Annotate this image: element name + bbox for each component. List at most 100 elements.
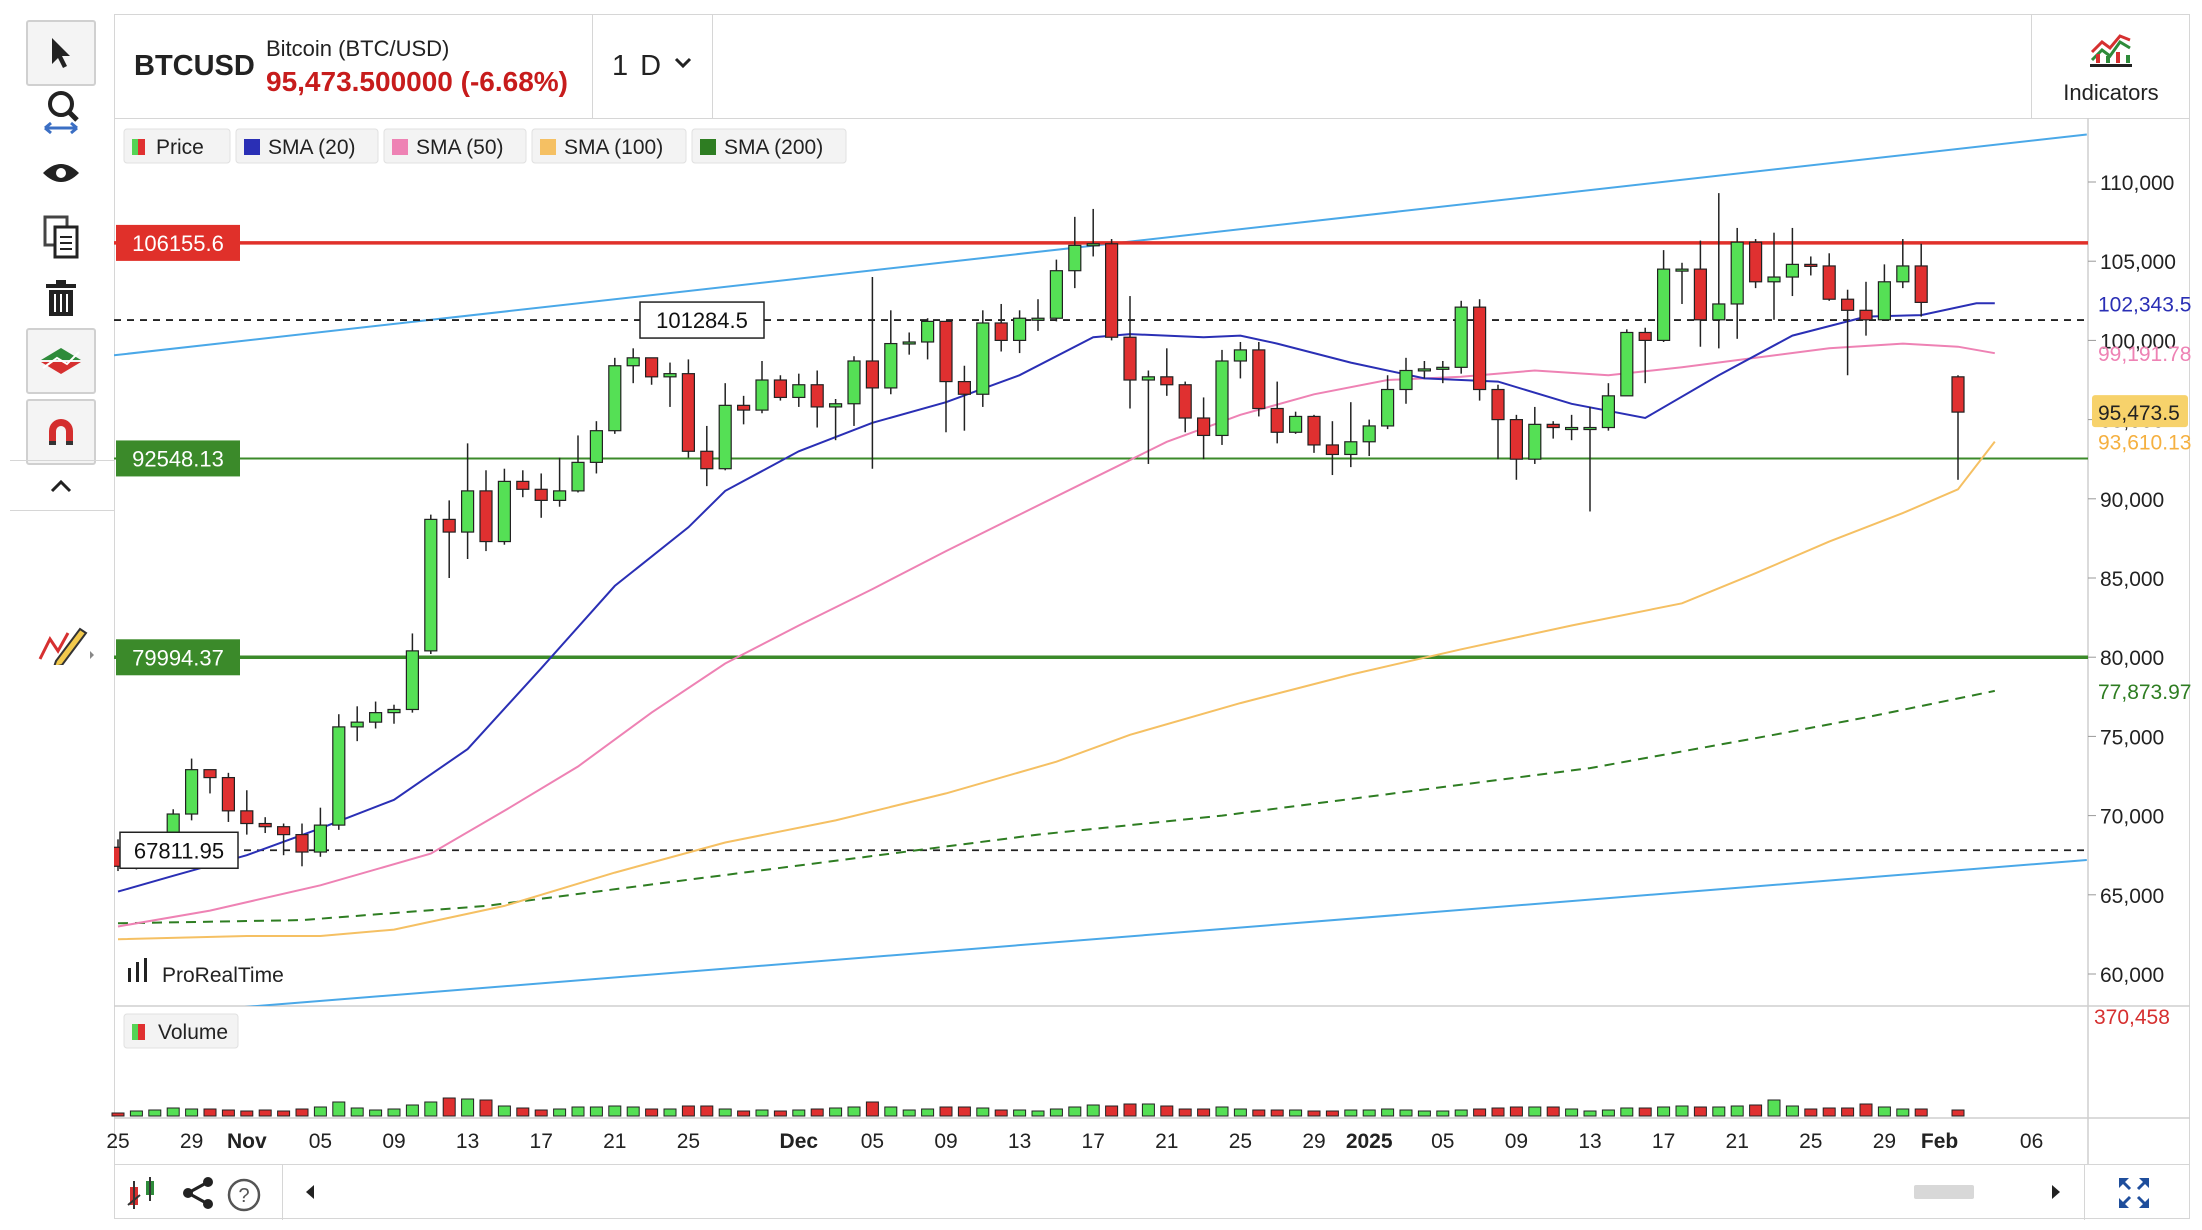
indicators-button[interactable]: Indicators	[2031, 14, 2190, 118]
volume-bar	[1436, 1110, 1450, 1117]
scroll-right-icon[interactable]	[2050, 1183, 2062, 1206]
volume-bar	[1473, 1108, 1487, 1117]
volume-bar	[700, 1105, 714, 1117]
volume-bar	[1583, 1110, 1597, 1117]
volume-bar	[626, 1106, 640, 1117]
volume-bar	[350, 1107, 364, 1117]
last-price-change: 95,473.500000 (-6.68%)	[266, 66, 568, 97]
y-tick-label: 100,000	[2100, 330, 2176, 353]
duplicate-button[interactable]	[26, 204, 96, 270]
candle-down	[773, 379, 788, 399]
volume-bar	[1141, 1103, 1155, 1117]
volume-bar	[313, 1106, 327, 1117]
candle-up	[1233, 349, 1248, 362]
chevron-down-icon[interactable]	[674, 56, 692, 74]
candle-up	[1454, 306, 1468, 368]
volume-bar	[1289, 1109, 1303, 1117]
candle-down	[516, 480, 530, 490]
share-icon[interactable]	[180, 1175, 216, 1216]
indicator-value-label: 99,191.78	[2098, 343, 2191, 366]
y-tick-label: 90,000	[2100, 489, 2164, 512]
candle-down	[1638, 331, 1652, 342]
candle-down	[1822, 265, 1836, 300]
volume-bar	[111, 1112, 125, 1117]
x-tick-label: 05	[1431, 1130, 1454, 1153]
candle-up	[369, 712, 383, 723]
x-tick-label: 2025	[1346, 1130, 1393, 1153]
cursor-arrow-icon	[48, 36, 74, 70]
scroll-left-icon[interactable]	[304, 1183, 316, 1206]
candle-down	[479, 490, 493, 543]
volume-bar	[1160, 1105, 1174, 1117]
candle-down	[1123, 336, 1137, 381]
x-tick-label: 09	[1505, 1130, 1528, 1153]
volume-bar	[1068, 1106, 1082, 1117]
candle-up	[608, 365, 622, 432]
drawing-tools-button[interactable]	[26, 610, 106, 676]
pointer-tool-button[interactable]	[26, 20, 96, 86]
trade-button[interactable]	[26, 328, 96, 394]
volume-bar	[1804, 1108, 1818, 1117]
compare-instruments-icon[interactable]	[126, 1175, 162, 1216]
volume-bar	[1896, 1108, 1910, 1117]
volume-bar	[1565, 1108, 1579, 1117]
help-icon[interactable]: ?	[226, 1177, 262, 1218]
volume-bar	[1841, 1107, 1855, 1117]
x-tick-label: Feb	[1921, 1130, 1958, 1153]
support-level-label: 92548.13	[132, 446, 224, 471]
x-tick-label: 17	[1652, 1130, 1675, 1153]
indicators-label: Indicators	[2063, 80, 2159, 105]
fullscreen-icon[interactable]	[2116, 1175, 2152, 1216]
magnet-button[interactable]	[26, 399, 96, 465]
svg-text:?: ?	[238, 1185, 249, 1207]
volume-max-label: 370,458	[2094, 1006, 2170, 1029]
x-tick-label: 13	[456, 1130, 479, 1153]
candle-down	[1325, 444, 1340, 456]
candle-down	[644, 357, 659, 378]
volume-bar	[976, 1107, 990, 1117]
symbol-ticker[interactable]: BTCUSD	[134, 50, 255, 82]
volume-bar	[1197, 1108, 1211, 1117]
candle-up	[1031, 317, 1045, 321]
delete-button[interactable]	[26, 266, 96, 332]
volume-bar	[1362, 1109, 1376, 1117]
candle-up	[461, 490, 475, 533]
trade-arrows-icon	[39, 346, 83, 376]
candle-down	[534, 488, 548, 501]
legend-swatch	[138, 1024, 145, 1040]
indicator-value-label: 93,610.13	[2098, 432, 2191, 455]
x-tick-label: 25	[106, 1130, 129, 1153]
candle-down	[221, 776, 235, 812]
volume-bar	[1730, 1105, 1744, 1117]
horizontal-scrollbar-thumb[interactable]	[1914, 1185, 1974, 1199]
candle-up	[313, 824, 327, 853]
candle-up	[1656, 268, 1671, 341]
collapse-toolbar-button[interactable]	[26, 466, 96, 506]
volume-bar	[1675, 1105, 1689, 1117]
volume-bar	[258, 1109, 272, 1117]
sma50-line	[117, 342, 1995, 928]
legend-swatch	[132, 1024, 139, 1040]
volume-bar	[589, 1106, 603, 1117]
candle-down	[1104, 243, 1119, 338]
candle-up	[1620, 331, 1634, 397]
chart-frame	[10, 14, 2190, 1219]
candle-up	[424, 518, 438, 652]
candle-down	[1509, 419, 1524, 460]
volume-bar	[957, 1106, 971, 1117]
candle-up	[626, 357, 640, 367]
timeframe-selector[interactable]: 1 D	[612, 50, 664, 82]
x-tick-label: 25	[1799, 1130, 1822, 1153]
zoom-tool-button[interactable]	[26, 78, 96, 144]
candle-up	[663, 373, 677, 378]
volume-bar	[1307, 1110, 1321, 1117]
volume-bar	[1270, 1109, 1284, 1117]
visibility-button[interactable]	[26, 140, 96, 206]
legend-label: SMA (200)	[724, 136, 823, 159]
volume-bar	[773, 1110, 787, 1117]
y-tick-label: 85,000	[2100, 568, 2164, 591]
x-tick-label: 29	[1873, 1130, 1896, 1153]
candle-up	[1380, 388, 1395, 427]
volume-bar	[185, 1108, 199, 1117]
